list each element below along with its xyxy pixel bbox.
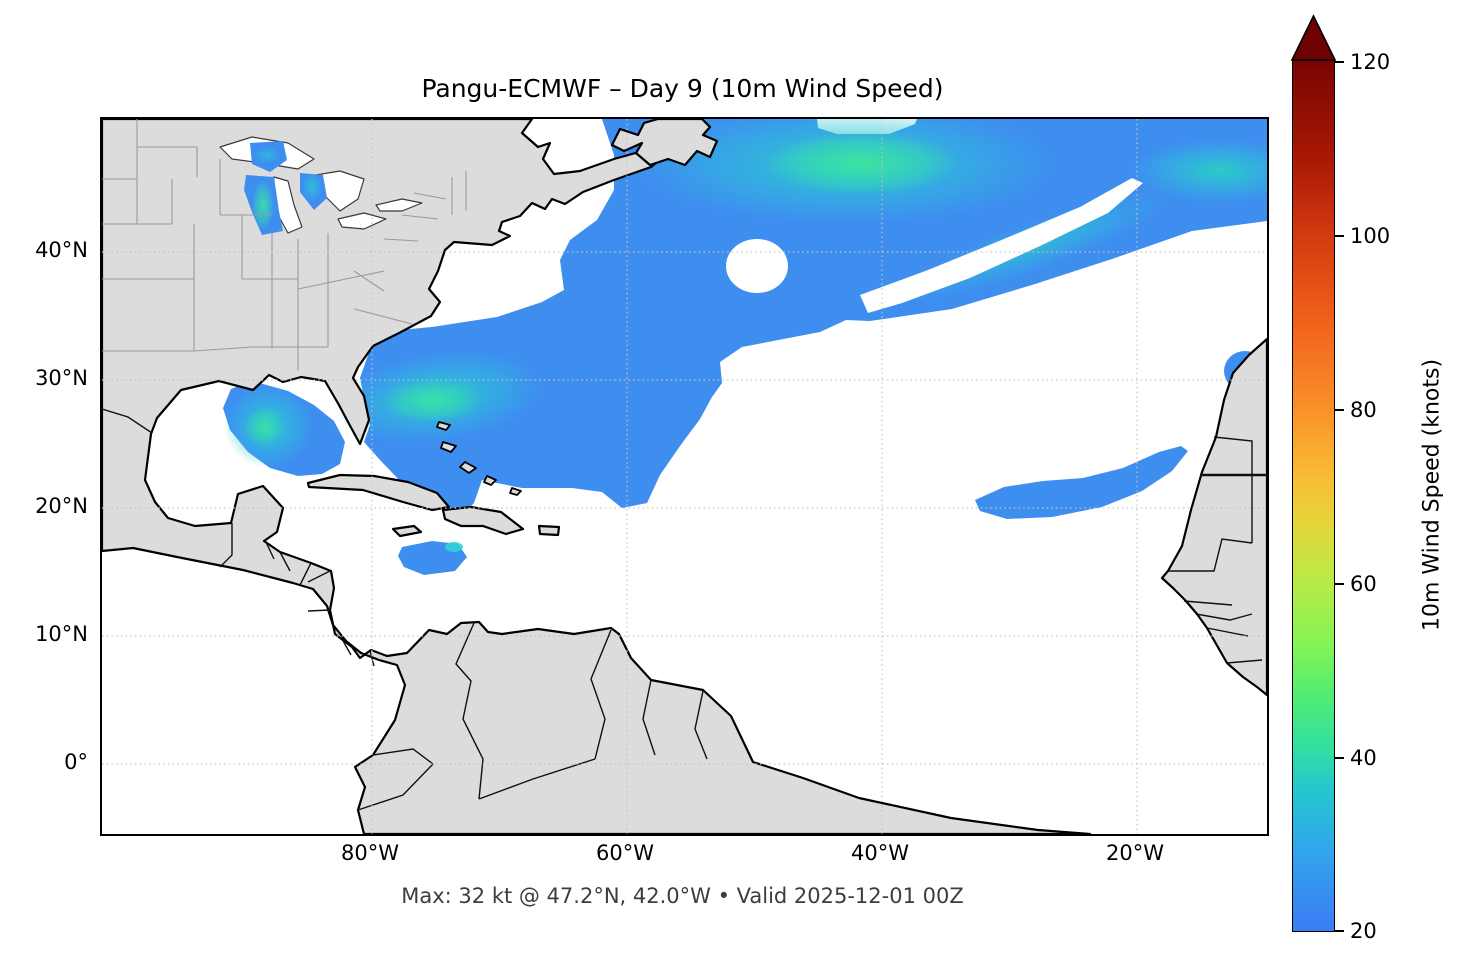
colorbar-extend-arrow bbox=[1290, 14, 1337, 61]
colorbar-label-60: 60 bbox=[1350, 572, 1377, 596]
atlantic-wind-map bbox=[102, 119, 1267, 834]
state-borders bbox=[102, 119, 467, 371]
xtick-80w: 80°W bbox=[341, 841, 399, 865]
graticule-gridlines bbox=[102, 119, 1267, 834]
colorbar-tick-40 bbox=[1335, 757, 1344, 759]
wind-core-lake-huron bbox=[302, 173, 322, 201]
lake-erie bbox=[337, 212, 387, 230]
border-us-mexico bbox=[102, 408, 153, 434]
xtick-20w: 20°W bbox=[1106, 841, 1164, 865]
colorbar-axis-label: 10m Wind Speed (knots) bbox=[1419, 358, 1445, 632]
land-bahamas-islets bbox=[436, 421, 522, 496]
calm-oval-hole bbox=[726, 239, 788, 293]
colorbar-label-100: 100 bbox=[1350, 224, 1391, 248]
borders-africa bbox=[1168, 436, 1263, 664]
borders-central-america bbox=[219, 523, 375, 667]
colorbar-tick-100 bbox=[1335, 235, 1344, 237]
wind-core-bahamas-green bbox=[382, 379, 482, 423]
colorbar-tick-60 bbox=[1335, 583, 1344, 585]
wind-core-lake-michigan bbox=[252, 180, 274, 230]
colorbar-label-80: 80 bbox=[1350, 398, 1377, 422]
colorbar-tick-120 bbox=[1335, 61, 1344, 63]
land-newfoundland bbox=[610, 119, 719, 167]
colorbar-label-40: 40 bbox=[1350, 746, 1377, 770]
calm-slash-hole bbox=[860, 178, 1143, 313]
wind-core-gulf-green bbox=[244, 407, 284, 447]
colorbar-label-120: 120 bbox=[1350, 50, 1391, 74]
wind-core-topright-teal bbox=[1132, 139, 1267, 203]
wind-shading-layer bbox=[126, 119, 1267, 832]
country-borders bbox=[102, 408, 1267, 811]
xtick-40w: 40°W bbox=[851, 841, 909, 865]
colorbar-label-20: 20 bbox=[1350, 919, 1377, 943]
map-plot bbox=[100, 117, 1269, 836]
land-hispaniola bbox=[441, 505, 525, 536]
colorbar-tick-80 bbox=[1335, 409, 1344, 411]
ytick-40n: 40°N bbox=[35, 238, 88, 262]
colorbar bbox=[1292, 60, 1335, 932]
max-and-valid-caption: Max: 32 kt @ 47.2°N, 42.0°W • Valid 2025… bbox=[401, 884, 964, 908]
wind-core-lake-superior bbox=[253, 146, 281, 164]
land-africa bbox=[1160, 337, 1267, 697]
xtick-60w: 60°W bbox=[596, 841, 654, 865]
land-layer bbox=[102, 119, 1267, 834]
borders-south-america bbox=[357, 622, 708, 811]
land-jamaica bbox=[391, 524, 423, 538]
land-puerto-rico bbox=[537, 524, 561, 537]
page-title: Pangu-ECMWF – Day 9 (10m Wind Speed) bbox=[421, 74, 944, 103]
lake-ontario bbox=[375, 198, 423, 212]
ytick-10n: 10°N bbox=[35, 622, 88, 646]
wind-core-hispaniola-cyan bbox=[445, 542, 463, 552]
wind-patch-trade-crescent bbox=[975, 446, 1188, 519]
colorbar-tick-20 bbox=[1335, 930, 1344, 932]
land-north-and-south-america bbox=[102, 119, 1092, 834]
ytick-20n: 20°N bbox=[35, 494, 88, 518]
lake-wind-patches bbox=[244, 141, 327, 235]
ytick-0: 0° bbox=[64, 750, 88, 774]
wind-core-max-green bbox=[764, 131, 960, 195]
ytick-30n: 30°N bbox=[35, 366, 88, 390]
